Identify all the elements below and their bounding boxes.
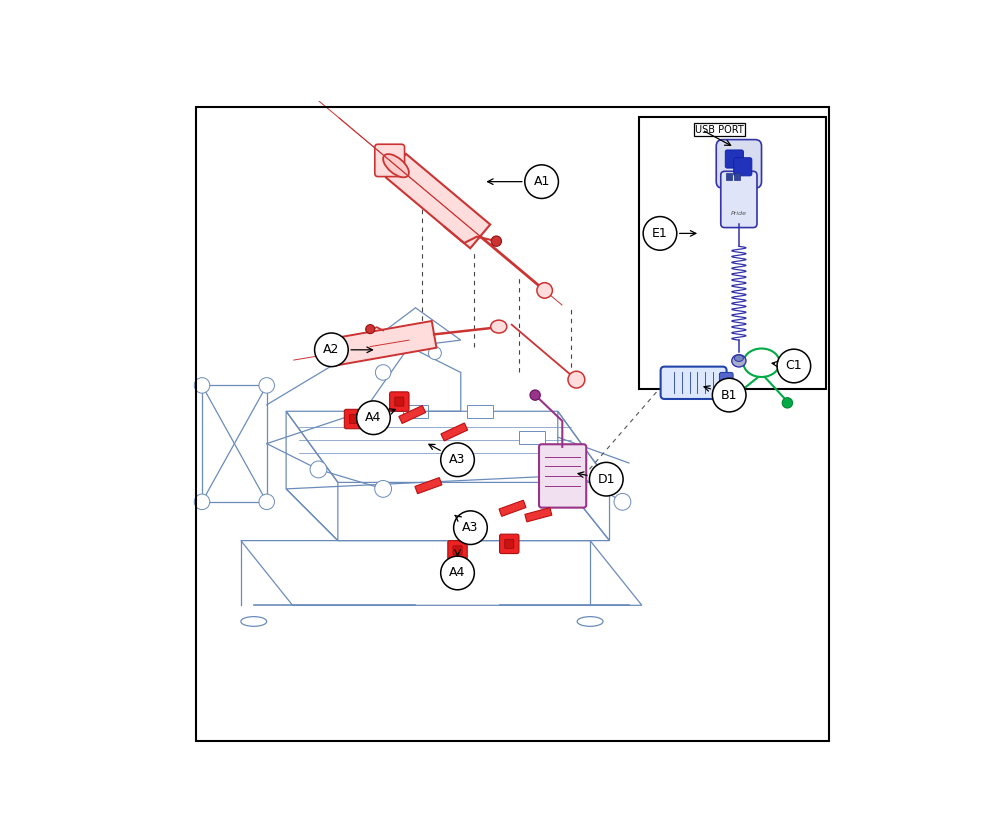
Text: A4: A4 <box>449 566 466 580</box>
FancyBboxPatch shape <box>661 366 727 399</box>
Ellipse shape <box>491 320 507 333</box>
Circle shape <box>259 378 274 393</box>
FancyBboxPatch shape <box>350 414 359 423</box>
Text: E1: E1 <box>652 227 668 240</box>
FancyBboxPatch shape <box>453 546 462 555</box>
Polygon shape <box>399 406 426 423</box>
Bar <box>403 405 428 417</box>
Circle shape <box>357 401 390 434</box>
FancyBboxPatch shape <box>539 444 586 507</box>
Circle shape <box>441 556 474 590</box>
Circle shape <box>194 494 210 510</box>
FancyBboxPatch shape <box>448 541 467 560</box>
Circle shape <box>375 480 392 497</box>
FancyBboxPatch shape <box>721 171 757 228</box>
Circle shape <box>530 390 540 401</box>
Circle shape <box>568 371 585 388</box>
Ellipse shape <box>241 617 267 627</box>
FancyBboxPatch shape <box>395 397 404 406</box>
Bar <box>726 172 732 180</box>
Circle shape <box>441 443 474 476</box>
Polygon shape <box>415 478 442 494</box>
Ellipse shape <box>323 339 342 365</box>
Ellipse shape <box>732 354 746 367</box>
Ellipse shape <box>577 617 603 627</box>
Circle shape <box>730 390 741 401</box>
Text: A3: A3 <box>462 521 479 534</box>
Bar <box>734 172 740 180</box>
Circle shape <box>777 349 811 383</box>
Circle shape <box>525 165 558 198</box>
Circle shape <box>366 324 375 333</box>
Text: A3: A3 <box>449 454 466 466</box>
FancyBboxPatch shape <box>505 539 514 549</box>
Circle shape <box>537 283 552 298</box>
Text: USB PORT: USB PORT <box>695 125 744 135</box>
Text: A1: A1 <box>533 176 550 188</box>
Circle shape <box>315 333 348 366</box>
Circle shape <box>310 461 327 478</box>
Ellipse shape <box>383 154 409 177</box>
FancyBboxPatch shape <box>500 534 519 554</box>
Polygon shape <box>441 423 468 441</box>
Text: A4: A4 <box>365 412 382 424</box>
FancyBboxPatch shape <box>734 158 752 176</box>
Polygon shape <box>330 321 436 365</box>
FancyBboxPatch shape <box>719 372 733 393</box>
Circle shape <box>491 236 502 246</box>
Text: B1: B1 <box>721 389 737 402</box>
Text: A2: A2 <box>323 344 340 356</box>
Circle shape <box>589 462 623 496</box>
Circle shape <box>259 494 274 510</box>
Polygon shape <box>386 154 490 249</box>
Ellipse shape <box>734 355 743 361</box>
FancyBboxPatch shape <box>344 409 364 428</box>
Circle shape <box>454 511 487 544</box>
FancyBboxPatch shape <box>390 391 409 412</box>
FancyBboxPatch shape <box>716 139 762 188</box>
Bar <box>467 405 493 417</box>
Circle shape <box>712 378 746 412</box>
Text: Pride: Pride <box>731 212 747 217</box>
Text: D1: D1 <box>598 473 615 486</box>
FancyBboxPatch shape <box>725 150 743 168</box>
Bar <box>519 431 545 444</box>
Bar <box>639 117 826 389</box>
Polygon shape <box>499 500 526 517</box>
Polygon shape <box>525 507 552 522</box>
Circle shape <box>428 347 441 360</box>
Text: C1: C1 <box>786 360 802 372</box>
Circle shape <box>194 378 210 393</box>
Circle shape <box>643 217 677 250</box>
Circle shape <box>782 397 793 408</box>
Circle shape <box>375 365 391 381</box>
FancyBboxPatch shape <box>375 144 405 176</box>
Circle shape <box>614 493 631 510</box>
